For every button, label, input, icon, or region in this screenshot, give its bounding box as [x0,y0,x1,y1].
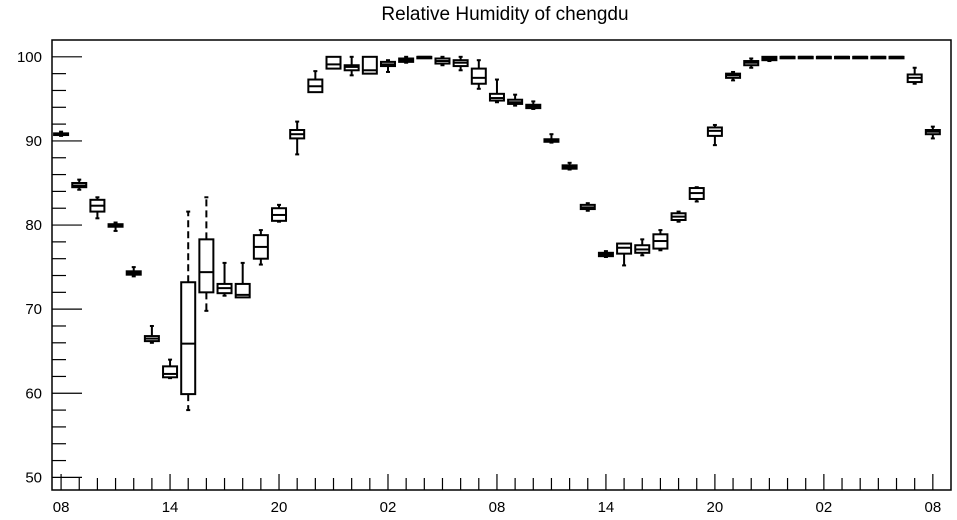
box-plot [616,242,633,267]
box-plot [89,196,106,220]
box-plot [779,55,796,60]
box-plot [216,261,233,297]
plot-frame [51,39,952,491]
box-plot [906,66,923,85]
box [180,281,197,396]
box-plot [198,196,215,312]
box-plot [706,123,723,147]
box-plot [234,261,251,299]
box-plot [761,55,778,63]
box-plot [452,55,469,72]
box-plot [815,55,832,60]
x-tick-label: 20 [707,499,724,516]
box-plot [162,358,179,380]
box [162,365,179,379]
box-plot [289,120,306,156]
x-tick-label: 08 [924,499,941,516]
box-plot [343,55,360,77]
y-tick-label: 90 [25,133,42,150]
box-series [53,55,941,412]
box-plot [416,55,433,60]
box-plot [53,130,70,137]
box-plot [597,250,614,259]
box-plot [634,238,651,257]
box-plot [525,100,542,110]
box-plot [743,57,760,69]
box-plot [870,55,887,60]
box [470,67,487,85]
box [198,238,215,294]
box-plot [325,55,342,70]
y-tick-label: 60 [25,385,42,402]
box-plot [125,266,142,278]
box-plot [361,55,378,75]
chart-title: Relative Humidity of chengdu [381,4,629,25]
y-axis: 50 60 70 80 90 100 [17,49,82,486]
box-plot [470,59,487,90]
box-plot [834,55,851,60]
box-plot [579,202,596,212]
box-plot [488,78,505,104]
box-plot [924,125,941,140]
box-plot [434,55,451,67]
box-plot [852,55,869,60]
x-tick-label: 14 [598,499,615,516]
box-plot [107,221,124,232]
box-plot [379,59,396,73]
box [325,55,342,70]
x-tick-label: 14 [162,499,179,516]
box-plot [670,210,687,223]
box-plot [71,178,88,191]
x-tick-label: 08 [53,499,70,516]
box-plot [398,55,415,64]
box-plot [252,229,269,266]
box-plot [725,70,742,82]
box-plot [797,55,814,60]
box-plot [888,55,905,60]
box-plot [543,133,560,144]
y-tick-label: 80 [25,217,42,234]
y-tick-label: 100 [17,49,42,66]
x-tick-label: 20 [271,499,288,516]
box-plot [561,161,578,171]
box-plot [180,210,197,412]
box-plot [688,186,705,203]
y-tick-label: 50 [25,469,42,486]
box-plot [271,203,288,223]
x-tick-label: 08 [489,499,506,516]
x-tick-label: 02 [380,499,397,516]
y-tick-label: 70 [25,301,42,318]
x-tick-label: 02 [816,499,833,516]
box-plot [143,324,160,344]
box-plot [652,229,669,252]
box-plot [507,93,524,107]
plot-frame-layer [51,39,952,491]
x-axis: 08 14 20 02 08 14 20 02 08 [53,474,941,516]
box-plot [307,70,324,94]
